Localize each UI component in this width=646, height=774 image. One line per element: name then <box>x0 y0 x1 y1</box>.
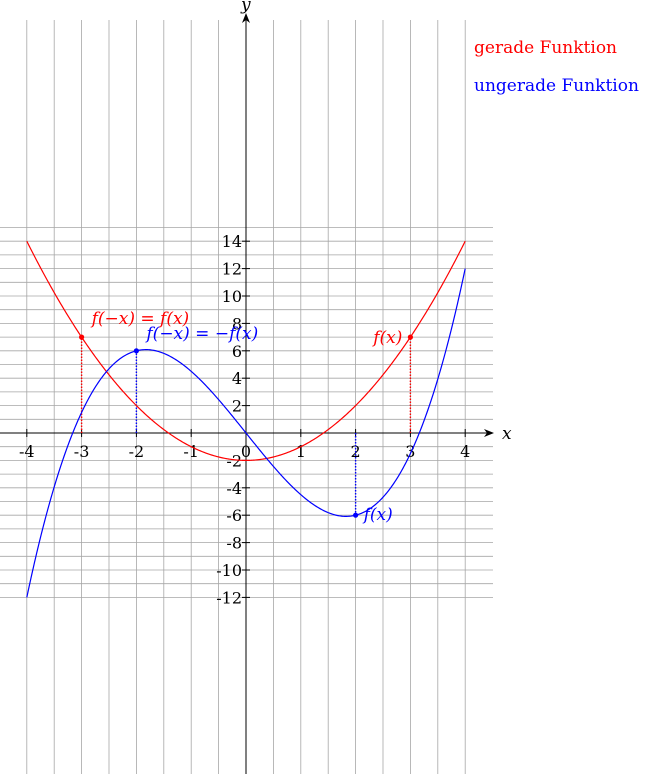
y-tick-label: -4 <box>226 479 242 498</box>
annotation-odd-fx: f(x) <box>362 505 393 525</box>
y-tick-label: -12 <box>216 588 242 607</box>
x-axis-arrow-icon <box>484 429 494 437</box>
y-axis-label: y <box>240 0 251 15</box>
y-tick-label: -10 <box>216 561 242 580</box>
y-tick-label: -8 <box>226 534 242 553</box>
y-tick-label: 14 <box>222 232 242 251</box>
annotation-even-symmetry: f(−x) = f(x) <box>90 309 190 329</box>
x-tick-labels: -4-3-2-101234 <box>19 429 470 461</box>
x-tick-label: -3 <box>74 442 90 461</box>
marker-point <box>407 334 413 340</box>
y-tick-label: 10 <box>222 287 242 306</box>
y-tick-label: 2 <box>232 397 242 416</box>
annotation-even-fx: f(x) <box>371 328 402 348</box>
annotations: f(−x) = f(x) f(x) f(−x) = −f(x) f(x) <box>90 309 403 525</box>
marker-point <box>353 512 359 518</box>
x-tick-label: 3 <box>405 442 415 461</box>
legend-item-odd: ungerade Funktion <box>474 76 639 96</box>
markers <box>79 334 413 518</box>
marker-point <box>133 348 139 354</box>
x-tick-label: 1 <box>296 442 306 461</box>
y-axis-arrow-icon <box>242 13 250 23</box>
x-axis-label: x <box>502 424 512 444</box>
marker-point <box>79 334 85 340</box>
y-tick-label: 4 <box>232 369 242 388</box>
legend: gerade Funktion ungerade Funktion <box>474 38 639 96</box>
annotation-odd-symmetry: f(−x) = −f(x) <box>144 324 258 344</box>
x-tick-label: 4 <box>460 442 470 461</box>
y-tick-label: 8 <box>232 314 242 333</box>
odd-function-curve <box>26 268 466 598</box>
x-tick-label: 0 <box>241 442 251 461</box>
y-tick-labels: -12 -10 -8 -6 -4 -2 2 4 6 8 10 12 14 <box>216 232 250 607</box>
guide-lines <box>80 337 412 516</box>
even-function-curve <box>26 240 466 462</box>
y-tick-label: 12 <box>222 260 242 279</box>
legend-item-even: gerade Funktion <box>474 38 617 58</box>
y-tick-label: -2 <box>226 451 242 470</box>
x-tick-label: -2 <box>129 442 145 461</box>
curves <box>26 240 466 598</box>
y-tick-label: 6 <box>232 342 242 361</box>
y-tick-label: -6 <box>226 506 242 525</box>
x-tick-label: -1 <box>183 442 199 461</box>
x-tick-label: -4 <box>19 442 35 461</box>
